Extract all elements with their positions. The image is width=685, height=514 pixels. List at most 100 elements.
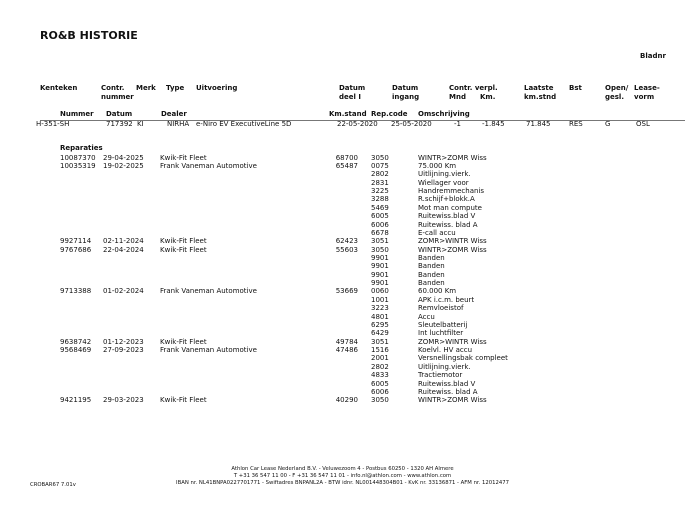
header-km: Km. <box>480 93 496 101</box>
repair-description: Wiellager voor <box>418 178 469 187</box>
repair-code: 2001 <box>371 354 389 363</box>
footer-registration: IBAN nr. NL41BNPA0227701771 - Swiftadres… <box>176 480 509 486</box>
repair-dealer: Kwik-Fit Fleet <box>160 237 207 246</box>
repair-description: Ruitewiss.blad V <box>418 379 476 388</box>
header-omschrijving: Omschrijving <box>418 110 470 118</box>
header-datum-deel: Datum <box>339 84 366 92</box>
repair-nummer: 9927114 <box>60 237 92 246</box>
repair-description: Banden <box>418 262 445 271</box>
page-number-label: Bladnr <box>640 52 666 60</box>
repair-description: APK i.c.m. beurt <box>418 295 475 304</box>
repair-code: 6295 <box>371 320 389 329</box>
vehicle-kenteken: H-351-SH <box>36 120 70 128</box>
repair-dealer: Frank Vaneman Automotive <box>160 346 257 354</box>
page-title: RO&B HISTORIE <box>40 29 138 42</box>
repair-code: 2802 <box>371 170 389 179</box>
repair-description: Handremmechanis <box>418 187 485 195</box>
header-contr-nummer: nummer <box>101 93 134 101</box>
repair-code: 3050 <box>371 153 389 162</box>
repair-datum: 01-12-2023 <box>103 337 144 346</box>
repair-dealer: Frank Vaneman Automotive <box>160 161 257 170</box>
header-uitvoering: Uitvoering <box>196 84 238 92</box>
repair-km: 62423 <box>335 237 358 246</box>
repair-dealer: Kwik-Fit Fleet <box>160 396 207 405</box>
repair-code: 3050 <box>371 245 389 254</box>
repair-code: 4833 <box>371 371 389 380</box>
repair-nummer: 9421195 <box>60 396 92 405</box>
header-datum-ingang: Datum <box>392 84 419 92</box>
repair-description: Banden <box>418 270 445 279</box>
repair-datum: 01-02-2024 <box>103 287 144 296</box>
repair-datum: 29-04-2025 <box>103 153 144 162</box>
repair-code: 6006 <box>371 387 389 396</box>
vehicle-datum-deel1: 22-05-2020 <box>337 120 378 128</box>
header-datum: Datum <box>106 110 133 118</box>
repair-dealer: Kwik-Fit Fleet <box>160 153 207 162</box>
repair-dealer: Kwik-Fit Fleet <box>160 245 207 254</box>
repair-description: Uitlijning.vierk. <box>418 362 471 371</box>
repair-nummer: 9713388 <box>60 287 92 296</box>
repair-code: 1001 <box>371 295 389 304</box>
repair-nummer: 9638742 <box>60 337 92 346</box>
repair-description: Remvloeistof <box>418 304 464 313</box>
repair-description: Versnellingsbak compleet <box>418 354 508 363</box>
repair-code: 5469 <box>371 203 389 212</box>
vehicle-datum-ingang: 25-05-2020 <box>391 120 432 128</box>
repair-nummer: 9767686 <box>60 245 92 254</box>
vehicle-open-gesl: G <box>605 120 611 128</box>
repair-description: WINTR>ZOMR Wiss <box>418 153 487 162</box>
footer-address: Athlon Car Lease Nederland B.V. - Veluwe… <box>231 466 454 472</box>
header-lease: Lease- <box>634 84 660 92</box>
repair-km: 53669 <box>335 287 358 296</box>
repair-datum: 27-09-2023 <box>103 346 144 354</box>
repair-description: Mot man compute <box>418 203 482 212</box>
vehicle-leasevorm: OSL <box>636 120 650 128</box>
header-ingang: ingang <box>392 93 420 101</box>
repair-code: 3051 <box>371 337 389 346</box>
repair-description: Sleutelbatterij <box>418 320 468 329</box>
header-repcode: Rep.code <box>371 110 408 118</box>
repair-description: Ruitewiss.blad V <box>418 212 476 221</box>
repair-description: WINTR>ZOMR Wiss <box>418 396 487 405</box>
repairs-heading: Reparaties <box>60 144 103 152</box>
form-code: CROBAR67 7.01v <box>30 482 76 488</box>
repair-description: Ruitewiss. blad A <box>418 387 478 396</box>
repair-code: 2831 <box>371 178 389 187</box>
repair-datum: 02-11-2024 <box>103 237 144 246</box>
repair-nummer: 10087370 <box>60 153 96 162</box>
repair-datum: 22-04-2024 <box>103 245 144 254</box>
repair-code: 6678 <box>371 228 389 237</box>
header-laatste: Laatste <box>524 84 554 92</box>
header-bst: Bst <box>569 84 582 92</box>
repair-code: 3223 <box>371 304 389 313</box>
vehicle-uitvoering: e-Niro EV ExecutiveLine 5D <box>196 120 292 128</box>
vehicle-mnd: -1 <box>454 120 461 128</box>
header-nummer: Nummer <box>60 110 94 118</box>
repair-description: Uitlijning.vierk. <box>418 170 471 179</box>
header-mnd: Mnd <box>449 93 466 101</box>
header-dealer: Dealer <box>161 110 187 118</box>
vehicle-bst: RES <box>569 120 583 128</box>
repair-description: Ruitewiss. blad A <box>418 220 478 229</box>
repair-description: 60.000 Km <box>418 287 457 296</box>
repair-code: 3050 <box>371 396 389 405</box>
repair-description: Tractiemotor <box>418 371 463 380</box>
header-gesl: gesl. <box>605 93 624 101</box>
header-type: Type <box>166 84 185 92</box>
vehicle-km: -1.845 <box>482 120 505 128</box>
repair-km: 40290 <box>335 396 358 405</box>
repair-code: 3225 <box>371 187 389 195</box>
repair-km: 49784 <box>335 337 358 346</box>
repair-code: 0075 <box>371 161 389 170</box>
repair-code: 9901 <box>371 253 389 262</box>
repair-km: 68700 <box>335 153 358 162</box>
repair-description: Banden <box>418 253 445 262</box>
repair-description: R.schijf+blokk.A <box>418 195 475 204</box>
repair-code: 6429 <box>371 329 389 338</box>
repair-nummer: 9568469 <box>60 346 92 354</box>
repair-code: 1516 <box>371 346 389 354</box>
repair-code: 6006 <box>371 220 389 229</box>
repair-code: 9901 <box>371 279 389 288</box>
vehicle-type: NIRHA <box>167 120 190 128</box>
